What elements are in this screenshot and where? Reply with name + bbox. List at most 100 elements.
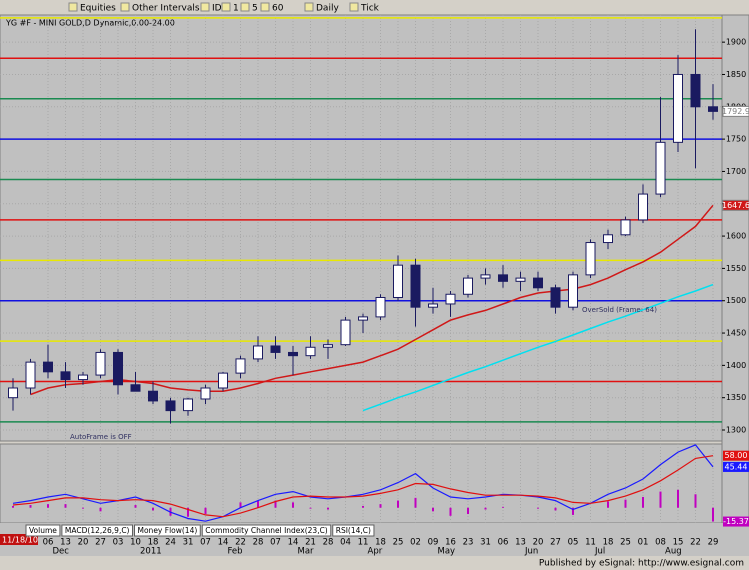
toolbar-item[interactable]: Tick [360,4,380,14]
annotation: AutoFrame is OFF [70,433,132,441]
histogram-bar [152,507,154,511]
indicator-tab-label[interactable]: Money Flow(14) [138,526,198,535]
histogram-bar [659,491,662,508]
toolbar-icon[interactable] [304,2,314,12]
candle-body [130,384,141,392]
x-tick-label: 31 [183,538,194,548]
toolbar-item[interactable]: IDC [212,4,228,14]
value-tag-bg [723,450,749,461]
x-month-label: 2011 [140,547,162,557]
candle-body [533,277,543,289]
candle-body [288,351,298,357]
x-tick-label: 22 [235,538,246,548]
histogram-bar [484,507,487,510]
y-tick-label: 1400 [726,361,746,370]
indicator-line [12,455,714,518]
histogram-bar [607,501,609,508]
candle-body [235,358,246,374]
x-tick-label: 20 [533,538,544,548]
x-tick-label: 07 [200,538,211,548]
candle-body [375,296,386,318]
footer-bg [0,556,749,570]
y-tick-label: 1550 [726,264,746,273]
indicator-tab-label[interactable]: MACD(12,26,9,C) [65,526,130,535]
indicator-tab-label[interactable]: Volume [29,526,57,535]
toolbar-item[interactable]: 60 [272,4,284,14]
histogram-bar [432,507,434,512]
x-tick-label: 09 [428,538,439,548]
x-tick-label: 27 [550,538,561,548]
x-tick-label: 02 [410,538,421,548]
y-tick-label: 1600 [726,232,746,241]
x-tick-label: 07 [270,538,281,548]
x-month-label: Dec [53,547,70,557]
histogram-bar [64,504,67,508]
y-tick-label: 1450 [726,329,746,338]
x-tick-label: 15 [673,538,684,548]
indicator-tab[interactable] [201,524,332,537]
moving-average [30,204,714,396]
indicator-pane [0,443,723,524]
toolbar-icon[interactable] [240,2,250,12]
toolbar-item[interactable]: 1 [233,4,239,14]
price-tag: 1792.9 [722,107,749,116]
x-tick-label: 14 [288,538,299,548]
x-tick-label: 13 [60,538,71,548]
histogram-bar [572,507,574,515]
candle-body [603,234,613,244]
date-box-bg [0,534,38,545]
histogram-bar [449,507,452,516]
candle-body [60,371,71,381]
histogram-bar [379,504,382,508]
indicator-tab[interactable] [134,524,201,537]
toolbar-icon[interactable] [260,2,270,12]
candle-body [183,398,193,412]
toolbar-item[interactable]: Daily [316,4,339,14]
x-month-label: Aug [665,547,682,557]
x-tick-label: 22 [690,538,701,548]
y-tick-label: 1700 [726,167,746,176]
candle-body [25,361,36,389]
histogram-bar [134,505,137,508]
histogram-bar [712,507,714,522]
candle-body [340,319,351,346]
toolbar-icon[interactable] [221,2,231,12]
x-tick-label: 25 [393,538,404,548]
candle-body [113,351,123,386]
histogram-bar [239,502,242,508]
indicator-tab[interactable] [25,524,61,537]
indicator-tab[interactable] [61,524,133,537]
toolbar-item[interactable]: Other Intervals [132,4,200,14]
y-tick-label: 1900 [726,38,746,47]
x-tick-label: 11 [585,538,596,548]
candle-body [428,303,438,308]
histogram-bar [29,505,32,508]
candle-body [358,316,368,321]
toolbar-icon[interactable] [200,2,210,12]
indicator-tab-label[interactable]: RSI(14,C) [336,526,371,535]
toolbar-icon[interactable] [349,2,359,12]
candle-body [550,287,561,308]
histogram-bar [397,500,399,508]
x-tick-label: 14 [218,538,229,548]
toolbar-icon[interactable] [120,2,130,12]
histogram-bar [274,500,277,508]
value-tag-bg [723,516,749,527]
footer: Published by eSignal: http://www.esignal… [539,559,744,569]
indicator-tab-label[interactable]: Commodity Channel Index(23,C) [205,526,328,535]
candle-body [165,400,176,412]
histogram-bar [82,507,84,509]
toolbar-item[interactable]: 5 [252,4,258,14]
x-tick-label: 11 [358,538,369,548]
toolbar-item[interactable]: Equities [80,4,116,14]
value-tag: 45.44 [725,462,748,471]
x-tick-label: 04 [340,538,351,548]
candle-body [78,374,88,381]
candle-body [498,274,508,282]
candle-body [673,73,683,143]
candle-body [463,277,473,295]
toolbar-icon[interactable] [68,2,78,12]
candle-body [620,219,631,236]
indicator-tab[interactable] [332,524,375,537]
